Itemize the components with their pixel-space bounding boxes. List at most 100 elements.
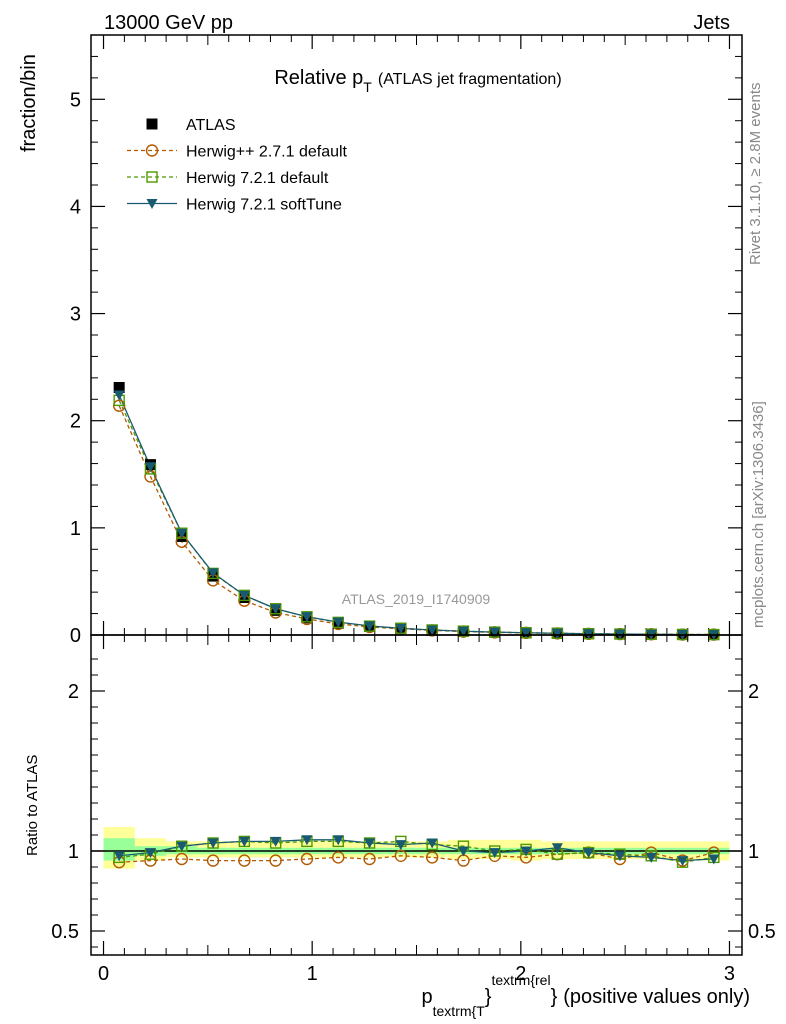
watermark-label: ATLAS_2019_I1740909 [342, 591, 491, 607]
ratio-series-group [112, 835, 721, 869]
ratio-y-tick-label: 1 [68, 841, 79, 863]
ratio-y-tick-label: 2 [68, 681, 79, 703]
main-data-point [551, 628, 563, 639]
main-data-point [113, 390, 125, 401]
ratio-plot-frame [90, 634, 743, 956]
ratio-y-tick-label: 0.5 [51, 921, 79, 943]
x-axis-label: ptextrm{T}textrm{rel} (positive values on… [422, 972, 751, 1019]
ratio-data-point [269, 854, 282, 867]
ratio-data-point [645, 852, 657, 863]
main-y-axis-label: fraction/bin [18, 54, 40, 152]
ratio-x-tick-label: 0 [98, 963, 109, 985]
ratio-data-point [708, 854, 720, 865]
legend-label: ATLAS [186, 117, 236, 134]
ratio-data-point [270, 836, 282, 847]
main-data-point [176, 528, 188, 539]
main-data-point [520, 628, 532, 639]
ratio-data-point [175, 852, 188, 866]
ratio-data-point [426, 838, 438, 849]
x-axis-label-sup: textrm{rel [491, 972, 550, 988]
legend-marker [146, 171, 158, 183]
x-axis-label-sub: textrm{T [433, 1003, 486, 1019]
x-axis-label-base: p [422, 986, 433, 1008]
main-data-point [364, 621, 376, 632]
main-data-point [489, 627, 501, 638]
main-y-tick-label: 5 [70, 89, 81, 111]
legend-marker [145, 144, 159, 157]
main-data-point [457, 626, 469, 637]
main-data-point [583, 629, 595, 640]
main-data-point [238, 590, 250, 601]
ratio-data-point [363, 852, 376, 866]
main-y-tick-label: 2 [70, 411, 81, 433]
ratio-data-point [520, 846, 532, 857]
x-axis-label-brace1: } [485, 986, 492, 1008]
legend-label: Herwig 7.2.1 default [186, 170, 329, 187]
chart-title: Relative pT (ATLAS jet fragmentation) [274, 67, 561, 95]
main-data-point [332, 617, 344, 628]
main-axis-ticks [91, 34, 742, 636]
ratio-data-point [238, 836, 250, 847]
main-y-tick-label: 4 [70, 196, 81, 218]
ratio-x-tick-label: 2 [515, 963, 526, 985]
main-data-point [301, 612, 313, 623]
legend-marker [146, 118, 158, 130]
side-rivet-label: Rivet 3.1.10, ≥ 2.8M events [747, 83, 764, 266]
side-mcplots-label: mcplots.cern.ch [arXiv:1306.3436] [750, 401, 767, 628]
legend-label: Herwig++ 2.7.1 default [186, 144, 348, 161]
ratio-data-point [677, 856, 689, 867]
ratio-y-axis-label: Ratio to ATLAS [24, 755, 41, 856]
ratio-y-tick-labels-right: 0.5 1 2 [748, 681, 776, 943]
legend-marker [146, 199, 158, 209]
main-plot-panel: 0 1 2 3 4 5 ATLAS_2019_I1740909 [70, 34, 743, 647]
ratio-y-tick-labels: 0.5 1 2 [51, 681, 79, 943]
ratio-axis-ticks [91, 635, 742, 955]
main-y-tick-label: 0 [70, 625, 81, 647]
ratio-data-point [144, 848, 156, 859]
main-data-point [144, 462, 156, 473]
header-jets-label: Jets [693, 12, 730, 34]
ratio-data-point [206, 854, 220, 867]
x-axis-label-suffix: (positive values only) [563, 986, 750, 1008]
main-y-tick-labels: 0 1 2 3 4 5 [70, 89, 81, 647]
ratio-data-point [551, 843, 563, 854]
main-data-point [395, 623, 407, 634]
main-y-tick-label: 3 [70, 304, 81, 326]
main-y-tick-label: 1 [70, 518, 81, 540]
ratio-data-point [395, 840, 407, 851]
main-data-point [113, 382, 125, 393]
ratio-x-tick-label: 1 [307, 963, 318, 985]
ratio-data-point [332, 835, 344, 846]
ratio-data-point [207, 838, 219, 849]
ratio-data-point [176, 841, 188, 852]
ratio-y-tick-label-right: 0.5 [748, 921, 776, 943]
ratio-data-point [364, 838, 376, 849]
ratio-data-point [583, 848, 595, 859]
ratio-y-tick-label-right: 1 [748, 841, 759, 863]
ratio-data-point [489, 848, 501, 859]
ratio-data-point [238, 854, 251, 867]
ratio-y-tick-label-right: 2 [748, 681, 759, 703]
chart-title-sub: T [363, 79, 372, 95]
ratio-x-tick-labels: 0 1 2 3 [98, 963, 735, 985]
ratio-data-point [301, 835, 313, 846]
ratio-data-point [394, 849, 408, 862]
ratio-data-point [300, 852, 314, 866]
x-axis-label-brace2: } [551, 986, 558, 1008]
chart-title-main: Relative p [274, 67, 363, 89]
ratio-uncertainty-bands [103, 827, 730, 869]
main-series-group [112, 382, 721, 641]
ratio-plot-panel: 0.5 1 2 0.5 1 2 0 1 2 3 [51, 634, 776, 985]
ratio-data-point [332, 851, 345, 864]
main-data-point [207, 568, 219, 579]
main-data-point [426, 625, 438, 636]
ratio-data-point [425, 851, 439, 864]
ratio-data-point [614, 851, 626, 862]
chart-title-suffix: (ATLAS jet fragmentation) [378, 71, 562, 88]
legend-label: Herwig 7.2.1 softTune [186, 197, 342, 214]
header-energy-label: 13000 GeV pp [104, 12, 233, 34]
main-data-point [270, 604, 282, 615]
ratio-data-point [457, 846, 469, 857]
legend: ATLAS Herwig++ 2.7.1 default Herwig 7.2.1 … [127, 117, 348, 214]
